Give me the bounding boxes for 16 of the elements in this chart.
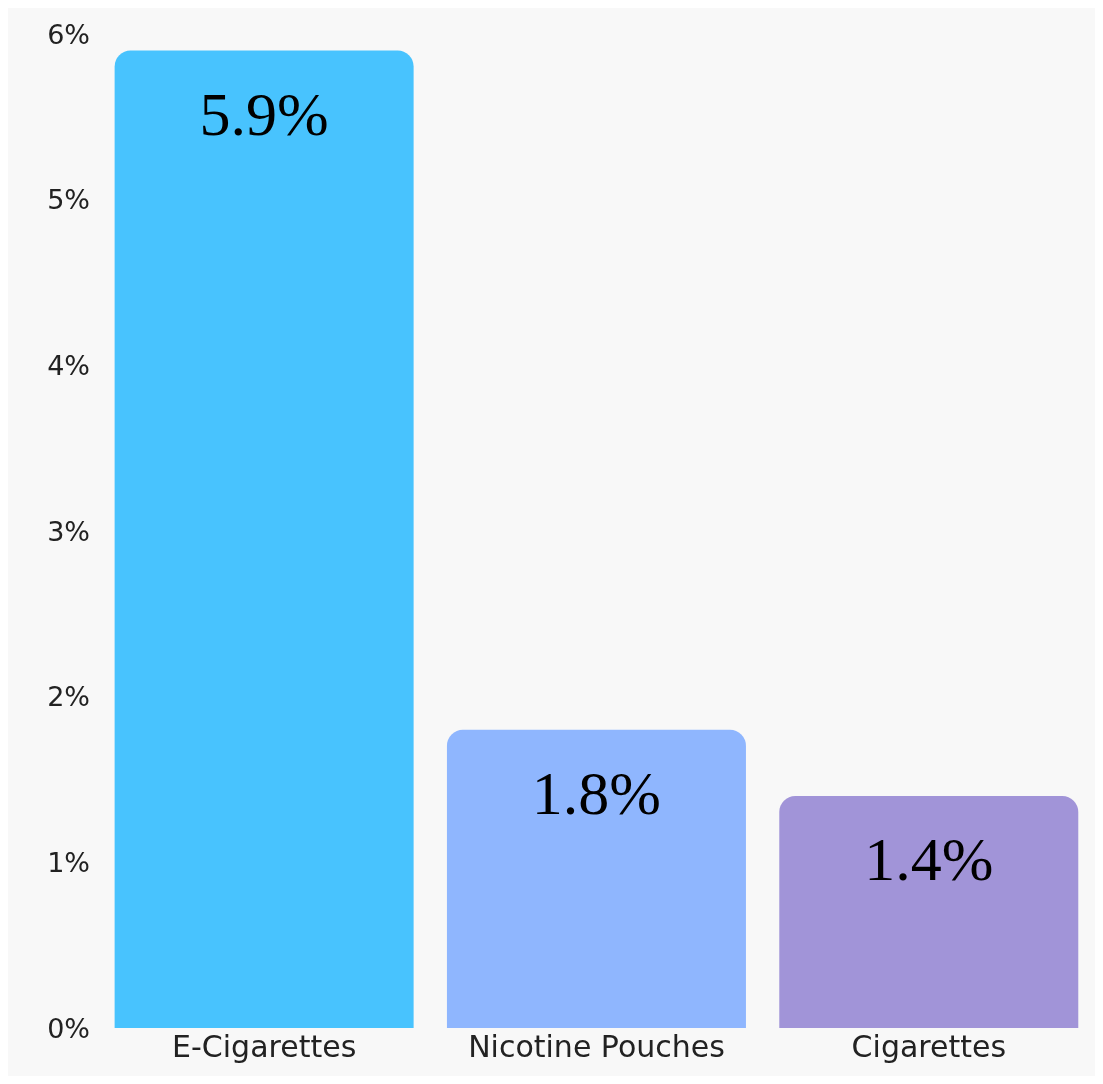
bar bbox=[446, 729, 746, 1028]
y-tick-label: 1% bbox=[47, 846, 90, 878]
data-label: 1.4% bbox=[864, 825, 994, 894]
y-tick-label: 3% bbox=[47, 515, 90, 547]
y-tick-label: 4% bbox=[47, 349, 90, 381]
data-label: 5.9% bbox=[199, 79, 329, 148]
y-tick-label: 0% bbox=[47, 1012, 90, 1044]
y-tick-label: 5% bbox=[47, 184, 90, 216]
y-tick-label: 2% bbox=[47, 681, 90, 713]
x-tick-label: Nicotine Pouches bbox=[468, 1029, 725, 1065]
x-tick-label: E-Cigarettes bbox=[172, 1029, 357, 1065]
bar bbox=[779, 796, 1079, 1028]
y-tick-label: 6% bbox=[47, 18, 90, 50]
x-tick-label: Cigarettes bbox=[851, 1029, 1007, 1065]
bar bbox=[114, 50, 414, 1028]
data-label: 1.8% bbox=[531, 758, 662, 827]
